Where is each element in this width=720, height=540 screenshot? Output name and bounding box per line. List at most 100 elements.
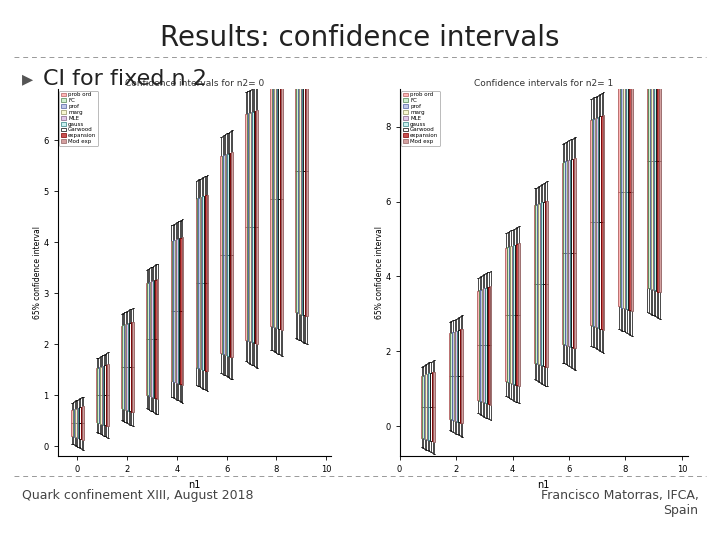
Bar xyxy=(122,325,124,409)
Bar xyxy=(455,331,457,421)
Bar xyxy=(623,76,625,308)
Bar xyxy=(629,73,631,310)
Bar xyxy=(510,246,512,383)
Bar xyxy=(458,330,460,422)
Bar xyxy=(128,323,130,411)
Bar xyxy=(422,375,424,438)
Bar xyxy=(127,323,128,410)
Bar xyxy=(512,246,513,383)
Bar xyxy=(247,113,248,340)
Bar xyxy=(540,203,541,365)
Bar xyxy=(248,113,250,341)
Legend: prob ord, FC, prof, marg, MLE, gauss, Garwood, expansion, Mod exp: prob ord, FC, prof, marg, MLE, gauss, Ga… xyxy=(59,91,98,146)
Bar xyxy=(148,282,150,396)
Bar xyxy=(598,117,600,328)
Bar xyxy=(454,332,456,421)
Bar xyxy=(426,374,427,439)
Bar xyxy=(121,326,122,408)
Bar xyxy=(78,408,80,438)
Bar xyxy=(424,375,426,438)
Bar xyxy=(179,238,181,384)
Bar xyxy=(271,71,273,326)
Bar xyxy=(477,291,479,400)
Bar xyxy=(449,333,451,419)
Bar xyxy=(507,247,509,382)
Bar xyxy=(297,29,298,313)
Bar xyxy=(631,72,633,311)
Bar xyxy=(201,197,202,369)
Bar xyxy=(652,33,653,289)
Y-axis label: 65% confidence interval: 65% confidence interval xyxy=(33,226,42,319)
Bar xyxy=(592,119,593,326)
Bar xyxy=(303,26,305,315)
Bar xyxy=(276,70,277,328)
X-axis label: n1: n1 xyxy=(188,480,201,490)
Bar xyxy=(565,161,567,345)
Bar xyxy=(543,202,545,366)
Bar xyxy=(124,325,125,409)
Bar xyxy=(485,288,487,403)
Bar xyxy=(197,198,199,368)
Y-axis label: 65% confidence interval: 65% confidence interval xyxy=(375,226,384,319)
Bar xyxy=(653,32,654,290)
Bar xyxy=(603,116,604,329)
Title: Confidence intervals for n2= 1: Confidence intervals for n2= 1 xyxy=(474,79,613,89)
Bar xyxy=(277,69,279,328)
Bar xyxy=(74,409,76,437)
Bar xyxy=(220,157,222,353)
Bar xyxy=(207,194,208,371)
Title: Confidence intervals for n2= 0: Confidence intervals for n2= 0 xyxy=(125,79,264,89)
Bar xyxy=(228,154,229,356)
Bar xyxy=(544,201,546,367)
Bar xyxy=(231,152,233,357)
Bar xyxy=(648,34,650,288)
Bar xyxy=(546,201,548,367)
Bar xyxy=(593,119,595,326)
Bar xyxy=(180,238,182,384)
Bar xyxy=(505,248,507,381)
Bar xyxy=(431,372,433,442)
Bar xyxy=(621,76,624,308)
Bar xyxy=(198,198,200,368)
Bar xyxy=(490,286,492,404)
Bar xyxy=(130,322,132,412)
Bar xyxy=(279,69,280,329)
Bar xyxy=(225,155,226,355)
Bar xyxy=(451,333,452,420)
Bar xyxy=(196,199,197,367)
Bar xyxy=(82,406,84,440)
Bar xyxy=(295,29,297,312)
Bar xyxy=(518,244,520,386)
Bar xyxy=(620,77,622,307)
Bar xyxy=(154,280,156,397)
Bar xyxy=(483,288,485,402)
Bar xyxy=(628,74,629,310)
Bar xyxy=(181,237,184,385)
Legend: prob ord, FC, prof, marg, MLE, gauss, Garwood, expansion, Mod exp: prob ord, FC, prof, marg, MLE, gauss, Ga… xyxy=(401,91,440,146)
Bar xyxy=(222,156,223,354)
Bar xyxy=(568,160,570,346)
Bar xyxy=(129,323,131,411)
Bar xyxy=(171,241,172,381)
Text: CI for fixed n 2: CI for fixed n 2 xyxy=(43,69,207,89)
Bar xyxy=(202,196,204,369)
Bar xyxy=(571,159,573,347)
Bar xyxy=(175,240,176,382)
Bar xyxy=(535,205,537,363)
Bar xyxy=(427,374,428,440)
Bar xyxy=(253,111,255,342)
Bar xyxy=(229,153,230,356)
Bar xyxy=(420,376,423,437)
Bar xyxy=(147,283,149,395)
Bar xyxy=(575,158,576,348)
Bar xyxy=(567,161,568,346)
Bar xyxy=(433,372,435,442)
Bar xyxy=(156,280,157,398)
Bar xyxy=(280,68,282,329)
Bar xyxy=(654,31,656,291)
Bar xyxy=(460,329,462,423)
Text: Results: confidence intervals: Results: confidence intervals xyxy=(161,24,559,52)
X-axis label: n1: n1 xyxy=(537,480,550,490)
Bar xyxy=(452,332,454,420)
Bar xyxy=(462,329,463,423)
